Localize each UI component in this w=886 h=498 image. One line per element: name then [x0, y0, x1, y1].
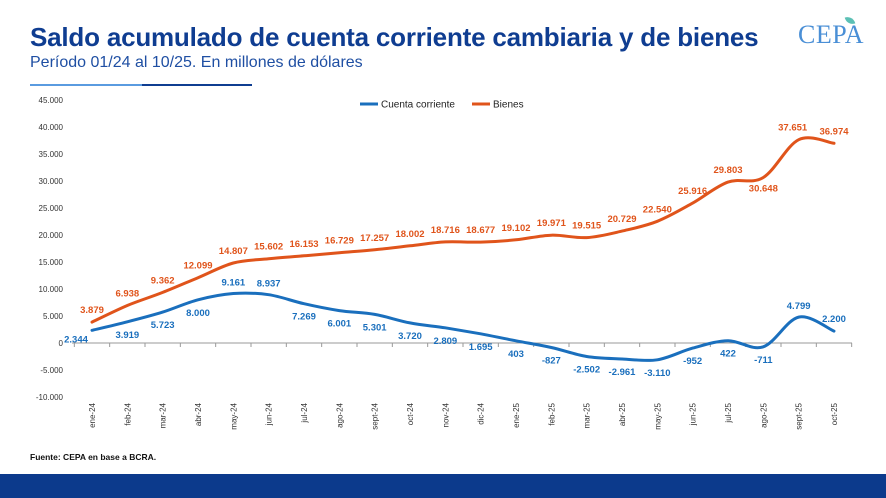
source-note: Fuente: CEPA en base a BCRA. [30, 452, 157, 462]
y-tick-label: 25.000 [39, 204, 64, 213]
data-label-cuenta-corriente: -711 [754, 355, 773, 366]
footer-bar [0, 474, 886, 498]
data-label-bienes: 14.807 [219, 246, 248, 257]
x-tick-label: ene-24 [88, 402, 97, 427]
data-label-bienes: 18.677 [466, 225, 495, 236]
data-label-cuenta-corriente: 6.001 [327, 319, 351, 330]
data-label-bienes: 19.102 [501, 223, 530, 234]
data-label-cuenta-corriente: -2.961 [609, 367, 637, 378]
data-label-cuenta-corriente: -3.110 [644, 368, 670, 379]
data-label-cuenta-corriente: 4.799 [787, 301, 811, 312]
data-label-cuenta-corriente: 5.301 [363, 322, 387, 333]
series-line-bienes [90, 136, 836, 324]
y-tick-label: 0 [59, 339, 64, 348]
data-label-bienes: 29.803 [713, 165, 742, 176]
y-tick-label: -5.000 [40, 366, 63, 375]
data-label-bienes: 22.540 [643, 204, 672, 215]
x-tick-label: may-24 [229, 402, 238, 429]
x-tick-label: jul-25 [724, 402, 733, 423]
data-label-bienes: 16.729 [325, 236, 354, 247]
data-label-cuenta-corriente: 2.809 [433, 336, 457, 347]
y-tick-label: 45.000 [39, 96, 64, 105]
data-label-cuenta-corriente: 2.344 [64, 334, 88, 345]
line-chart: -10.000 -5.000 0 5.000 10.000 15.000 20.000 25.… [36, 96, 853, 430]
x-tick-label: sept-24 [371, 402, 380, 429]
data-label-bienes: 16.153 [289, 239, 318, 250]
x-tick-label: nov-24 [441, 402, 450, 427]
data-label-cuenta-corriente: -2.502 [573, 365, 600, 376]
x-tick-label: ago-25 [759, 402, 768, 427]
data-label-bienes: 17.257 [360, 233, 389, 244]
page-title: Saldo acumulado de cuenta corriente camb… [30, 22, 759, 52]
y-tick-label: 35.000 [39, 150, 64, 159]
x-tick-label: jun-25 [689, 402, 698, 426]
legend-label-bienes: Bienes [493, 100, 524, 111]
data-label-bienes: 9.362 [151, 275, 175, 286]
data-label-cuenta-corriente: 422 [720, 349, 736, 360]
x-tick-label: jun-24 [265, 402, 274, 426]
x-tick-label: oct-24 [406, 402, 415, 425]
data-label-cuenta-corriente: 3.720 [398, 331, 422, 342]
x-tick-label: abr-24 [194, 402, 203, 426]
data-label-bienes: 37.651 [778, 123, 808, 134]
y-tick-label: 15.000 [39, 258, 64, 267]
data-label-bienes: 36.974 [819, 126, 849, 137]
data-label-cuenta-corriente: 403 [508, 349, 524, 360]
legend-label-cuenta-corriente: Cuenta corriente [381, 100, 455, 111]
data-label-bienes: 12.099 [183, 261, 212, 272]
x-tick-label: may-25 [653, 402, 662, 429]
data-label-bienes: 3.879 [80, 305, 104, 316]
data-label-cuenta-corriente: 8.000 [186, 308, 210, 319]
data-label-cuenta-corriente: 9.161 [221, 278, 245, 289]
data-label-bienes: 18.002 [395, 229, 424, 240]
series-line-cuenta-corriente [90, 291, 836, 363]
y-tick-label: -10.000 [36, 393, 64, 402]
data-label-cuenta-corriente: -827 [542, 355, 561, 366]
y-tick-label: 5.000 [43, 312, 64, 321]
data-label-bienes: 20.729 [607, 214, 636, 225]
title-underline-light [30, 84, 142, 86]
data-label-cuenta-corriente: 7.269 [292, 312, 316, 323]
page-subtitle: Período 01/24 al 10/25. En millones de d… [30, 54, 363, 71]
x-tick-label: feb-24 [123, 402, 132, 425]
data-label-cuenta-corriente: 5.723 [151, 320, 175, 331]
x-tick-label: feb-25 [547, 402, 556, 425]
cepa-logo: CEPA [798, 20, 865, 49]
data-label-bienes: 30.648 [749, 184, 778, 195]
data-label-cuenta-corriente: 3.919 [115, 330, 139, 341]
data-label-cuenta-corriente: 8.937 [257, 279, 281, 290]
title-underline-dark [142, 84, 252, 86]
x-tick-label: mar-24 [159, 402, 168, 428]
x-tick-label: oct-25 [830, 402, 839, 425]
data-label-bienes: 6.938 [115, 289, 139, 300]
y-tick-label: 40.000 [39, 123, 64, 132]
data-label-bienes: 15.602 [254, 242, 283, 253]
x-tick-label: dic-24 [477, 402, 486, 424]
data-label-bienes: 18.716 [431, 225, 460, 236]
y-tick-label: 20.000 [39, 231, 64, 240]
data-label-cuenta-corriente: 2.200 [822, 314, 846, 325]
data-label-cuenta-corriente: 1.695 [469, 342, 493, 353]
x-tick-label: ago-24 [335, 402, 344, 427]
data-label-bienes: 19.515 [572, 221, 602, 232]
y-tick-label: 10.000 [39, 285, 64, 294]
x-tick-label: sept-25 [795, 402, 804, 429]
data-label-bienes: 25.916 [678, 186, 707, 197]
x-tick-label: ene-25 [512, 402, 521, 427]
data-label-cuenta-corriente: -952 [683, 356, 702, 367]
x-tick-label: abr-25 [618, 402, 627, 426]
data-label-bienes: 19.971 [537, 218, 567, 229]
x-tick-label: mar-25 [583, 402, 592, 428]
x-tick-label: jul-24 [300, 402, 309, 423]
y-tick-label: 30.000 [39, 177, 64, 186]
